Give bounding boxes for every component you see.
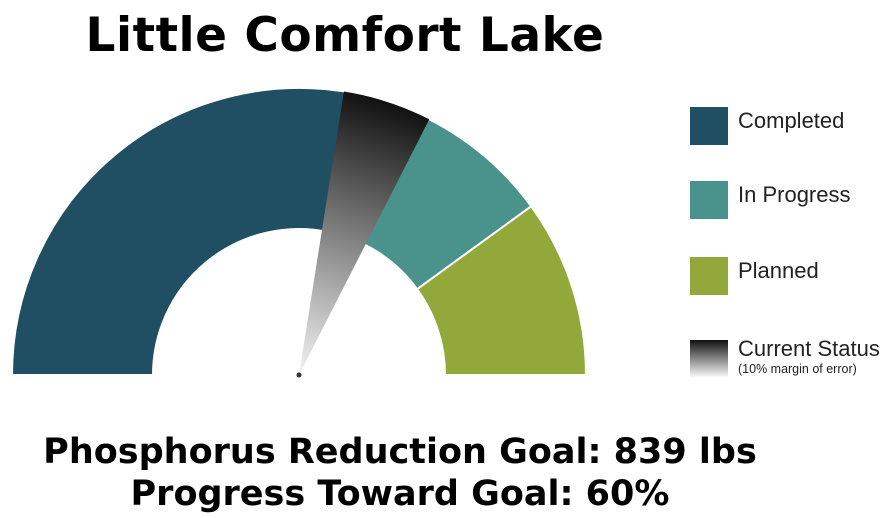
legend-label-planned: Planned: [738, 258, 819, 283]
legend-note-margin: (10% margin of error): [738, 362, 857, 376]
legend-swatch-in-progress: [690, 181, 728, 219]
legend-swatch-current-status: [690, 340, 728, 378]
needle-hub: [296, 372, 302, 378]
legend-label-current-status: Current Status: [738, 336, 880, 361]
gauge-segment-planned: [415, 204, 588, 376]
progress-text: Progress Toward Goal: 60%: [130, 474, 670, 514]
legend-swatch-completed: [690, 107, 728, 145]
legend-swatch-planned: [690, 257, 728, 295]
legend-label-in-progress: In Progress: [738, 182, 851, 207]
legend-label-completed: Completed: [738, 108, 845, 133]
chart-title: Little Comfort Lake: [85, 8, 605, 63]
current-status-needle: [299, 91, 430, 375]
gauge-chart: [10, 87, 588, 378]
goal-text: Phosphorus Reduction Goal: 839 lbs: [43, 432, 757, 472]
gauge-segment-completed: [10, 87, 354, 376]
